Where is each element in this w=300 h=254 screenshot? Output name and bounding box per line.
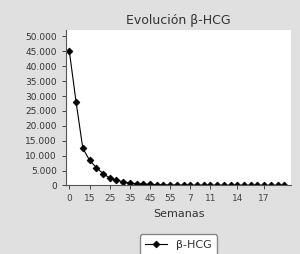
β-HCG — [283, 184, 286, 187]
β-HCG — [155, 183, 158, 186]
β-HCG — [168, 183, 172, 186]
β-HCG — [276, 184, 279, 187]
β-HCG — [68, 50, 71, 53]
Line: β-HCG: β-HCG — [67, 49, 287, 188]
Title: Evolución β-HCG: Evolución β-HCG — [126, 13, 231, 26]
β-HCG — [108, 177, 112, 180]
β-HCG — [188, 184, 192, 187]
β-HCG — [121, 180, 125, 183]
β-HCG — [242, 184, 246, 187]
X-axis label: Semanas: Semanas — [153, 209, 204, 219]
β-HCG — [229, 184, 232, 187]
β-HCG — [101, 172, 105, 175]
β-HCG — [202, 184, 206, 187]
β-HCG — [175, 184, 178, 187]
β-HCG — [269, 184, 273, 187]
β-HCG — [162, 183, 165, 186]
β-HCG — [74, 101, 78, 104]
β-HCG — [222, 184, 226, 187]
β-HCG — [208, 184, 212, 187]
β-HCG — [215, 184, 219, 187]
β-HCG — [262, 184, 266, 187]
β-HCG — [236, 184, 239, 187]
β-HCG — [148, 183, 152, 186]
β-HCG — [94, 166, 98, 169]
β-HCG — [249, 184, 253, 187]
Legend: β-HCG: β-HCG — [140, 234, 218, 254]
β-HCG — [182, 184, 185, 187]
β-HCG — [195, 184, 199, 187]
β-HCG — [88, 158, 91, 162]
β-HCG — [141, 183, 145, 186]
β-HCG — [115, 179, 118, 182]
β-HCG — [256, 184, 259, 187]
β-HCG — [128, 182, 132, 185]
β-HCG — [135, 182, 138, 185]
β-HCG — [81, 147, 85, 150]
